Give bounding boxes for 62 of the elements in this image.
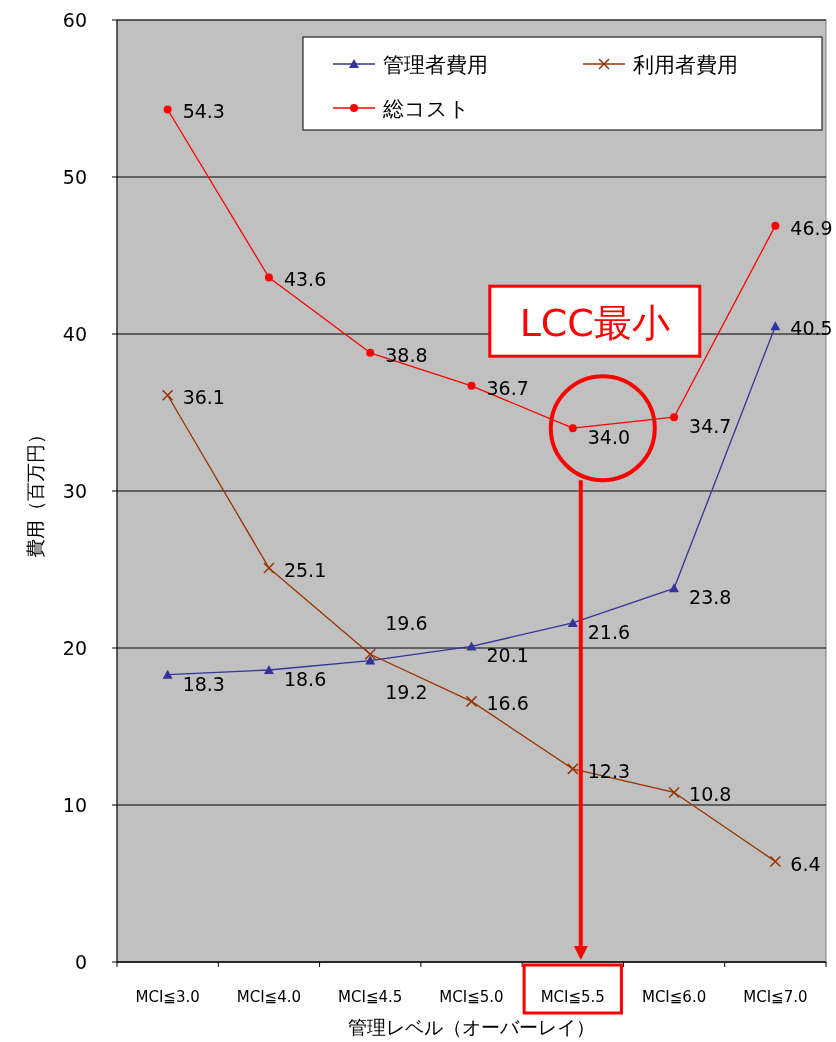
point <box>163 105 172 114</box>
point <box>567 763 579 775</box>
data-label: 12.3 <box>587 759 631 782</box>
data-label: 23.8 <box>689 586 732 609</box>
data-label: 19.6 <box>385 612 428 635</box>
point <box>770 321 781 331</box>
legend-label: 総コスト <box>382 97 470 121</box>
x-tick-label: MCI≦7.0 <box>743 988 808 1006</box>
point <box>670 413 679 422</box>
legend-label: 管理者費用 <box>383 53 488 77</box>
data-label: 54.3 <box>182 100 225 123</box>
x-tick-label: MCI≦5.0 <box>439 988 504 1006</box>
y-tick-label: 50 <box>62 166 87 188</box>
point <box>771 221 780 230</box>
x-tick-label: MCI≦6.0 <box>641 988 707 1006</box>
data-label: 34.7 <box>689 415 732 438</box>
x-tick-label: MCI≦4.5 <box>338 988 403 1006</box>
point <box>161 389 174 401</box>
y-tick-label: 20 <box>62 637 87 659</box>
data-label: 43.6 <box>283 268 327 291</box>
x-tick-label: MCI≦3.0 <box>135 988 200 1006</box>
point <box>669 583 680 593</box>
point <box>263 562 275 574</box>
point <box>366 348 375 357</box>
data-label: 19.2 <box>385 680 428 703</box>
point <box>769 855 782 868</box>
y-tick-label: 40 <box>62 323 87 345</box>
data-label: 38.8 <box>385 343 428 366</box>
data-label: 10.8 <box>689 783 732 806</box>
data-label: 6.4 <box>790 852 821 875</box>
y-tick-label: 60 <box>62 9 87 31</box>
x-tick-label: MCI≦4.0 <box>236 988 302 1006</box>
data-label: 18.6 <box>283 667 327 690</box>
legend-label: 利用者費用 <box>633 53 738 77</box>
data-label: 36.1 <box>182 386 225 409</box>
data-label: 16.6 <box>486 692 529 715</box>
y-axis-title: 費用（百万円） <box>24 424 46 558</box>
data-label: 20.1 <box>486 644 529 667</box>
point <box>568 424 577 433</box>
data-label: 36.7 <box>486 376 529 399</box>
point <box>162 669 173 679</box>
x-axis-title: 管理レベル（オーバーレイ） <box>348 1016 595 1038</box>
data-label: 25.1 <box>283 558 327 581</box>
annotation: LCC最小 <box>519 301 670 346</box>
point <box>364 648 376 661</box>
data-label: 18.3 <box>182 672 225 695</box>
data-label: 34.0 <box>587 426 631 449</box>
point <box>365 655 376 665</box>
x-tick-label: MCI≦5.5 <box>540 988 605 1006</box>
y-tick-label: 30 <box>62 480 87 502</box>
point <box>465 695 478 708</box>
point <box>466 641 477 651</box>
data-label: 40.5 <box>790 317 833 340</box>
data-label: 46.9 <box>790 216 833 239</box>
data-label: 21.6 <box>587 620 631 643</box>
point <box>567 617 578 627</box>
y-tick-label: 10 <box>62 794 87 816</box>
point <box>264 273 273 282</box>
point <box>668 786 680 799</box>
point <box>263 664 274 674</box>
y-tick-label: 0 <box>74 951 87 973</box>
point <box>467 381 476 390</box>
